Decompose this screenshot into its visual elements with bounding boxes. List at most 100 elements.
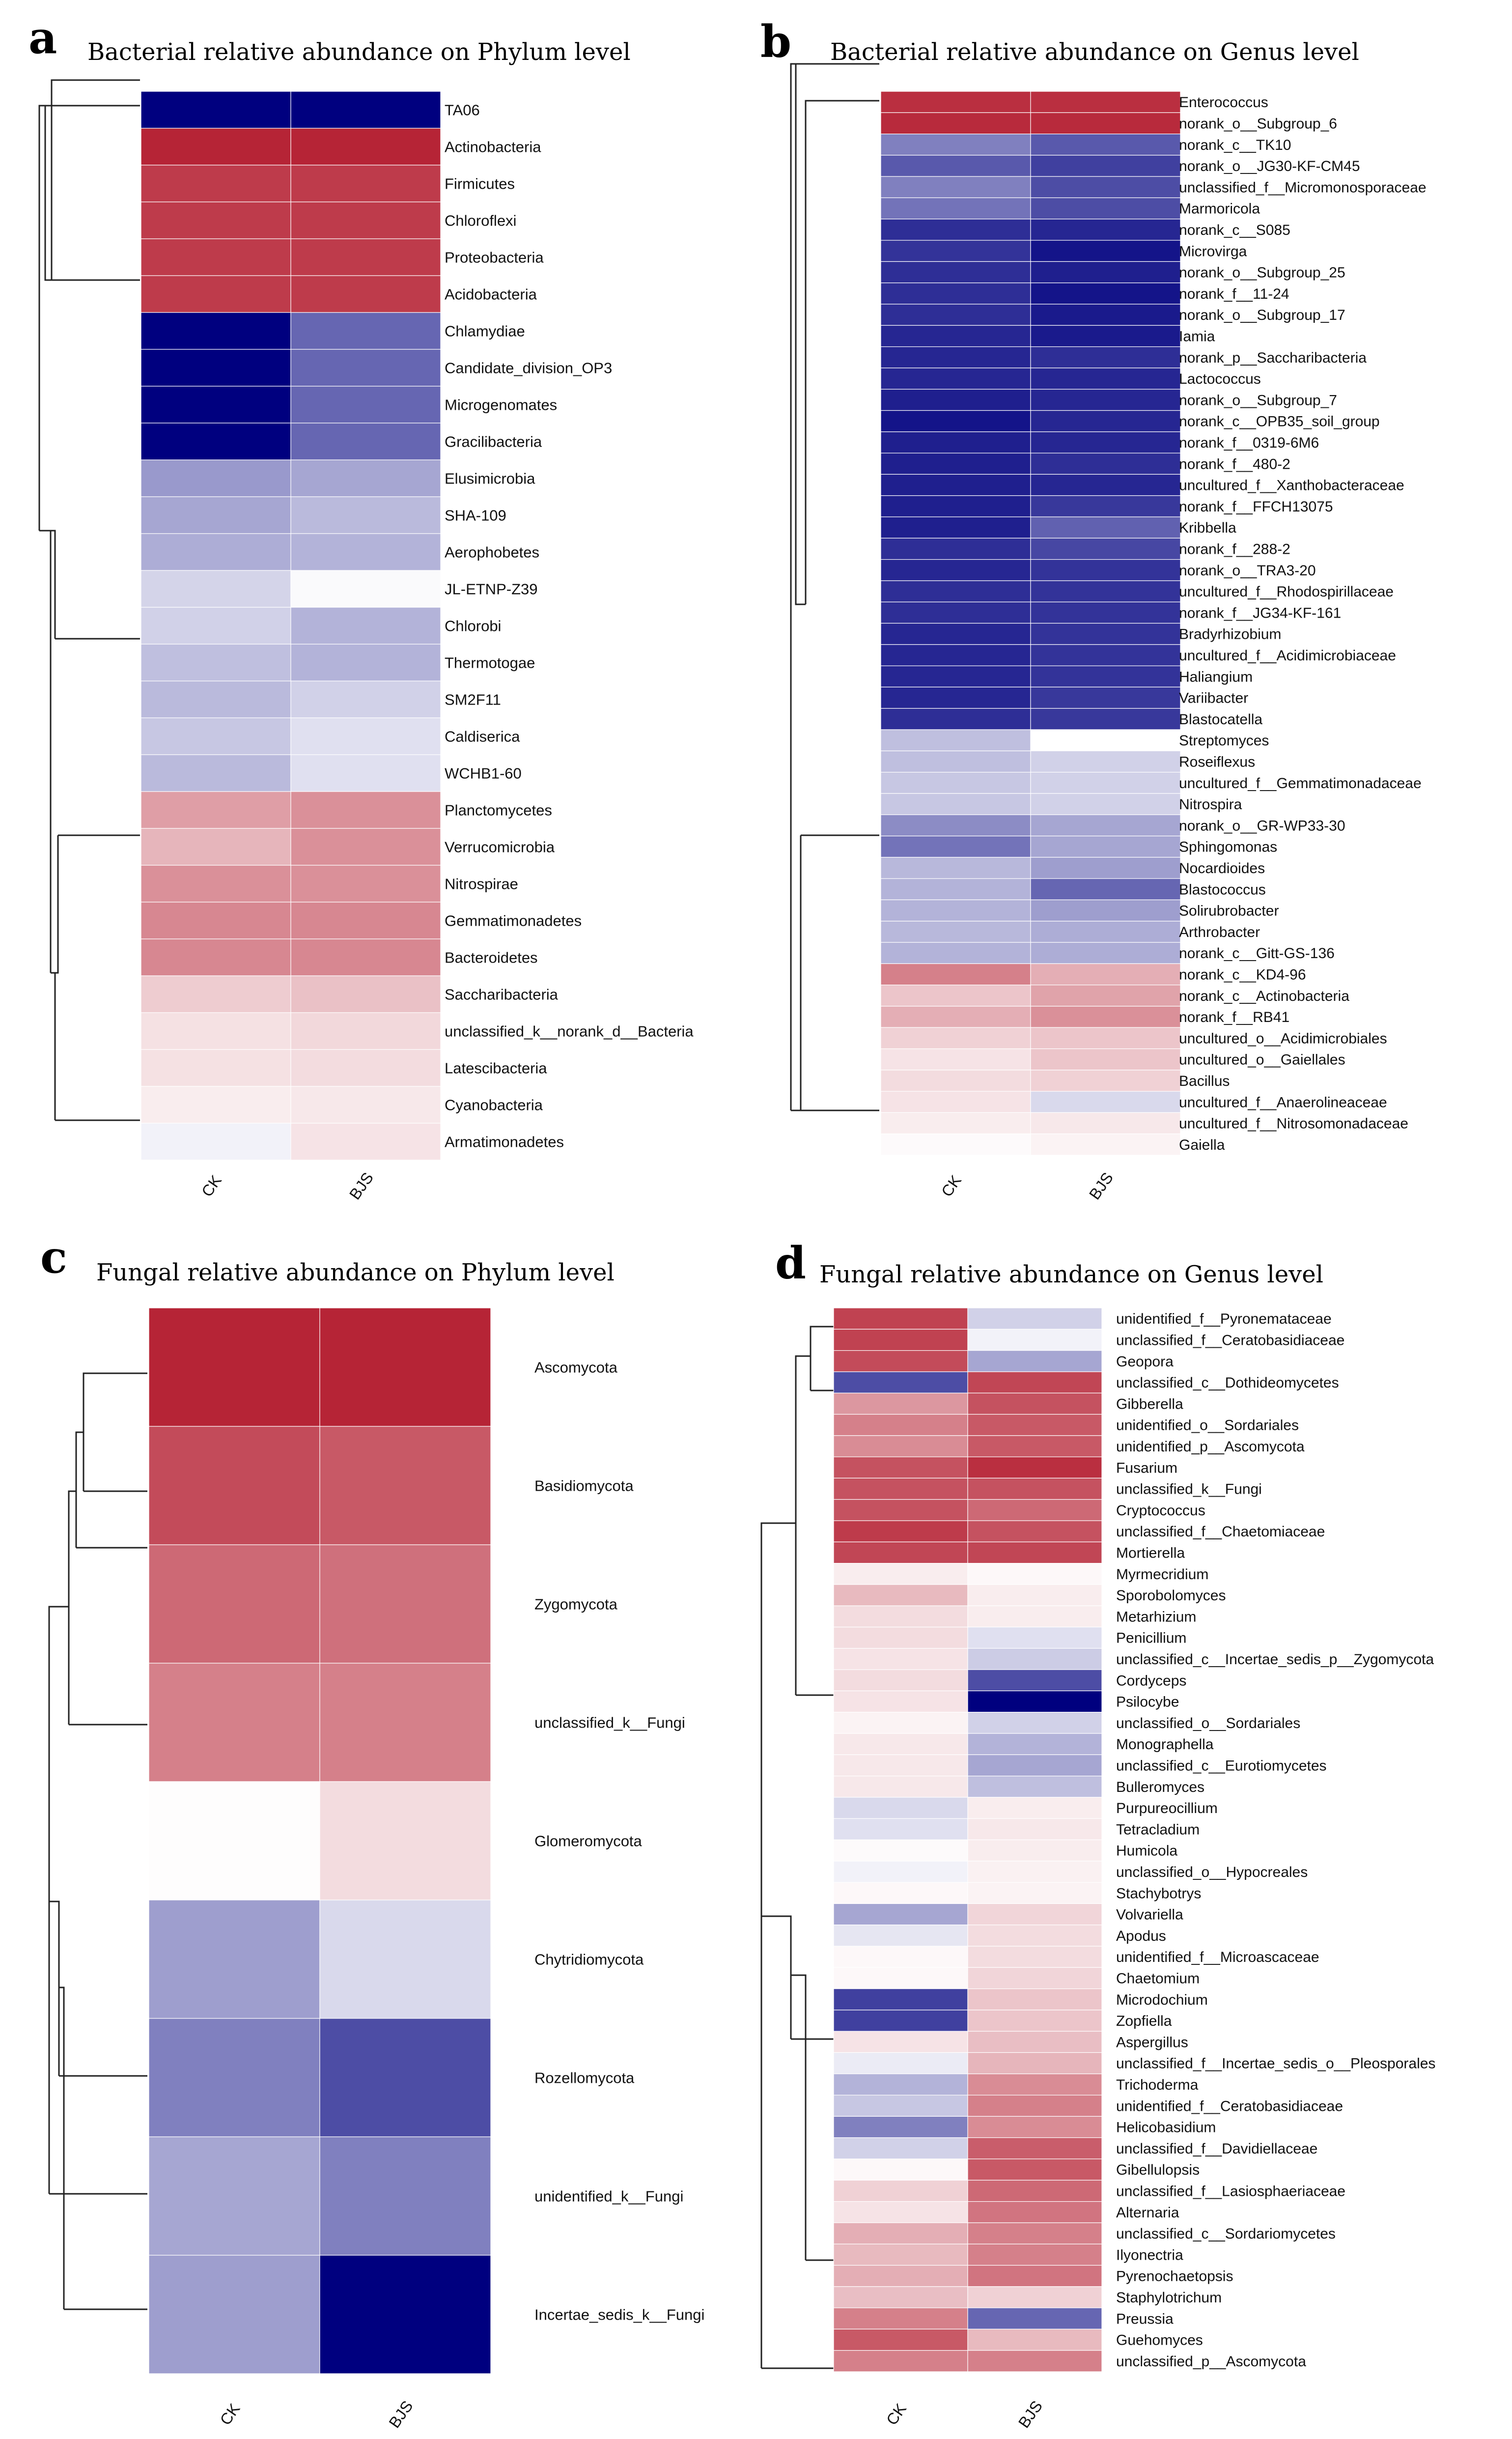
- heatmap-cell: [1030, 240, 1181, 262]
- heatmap-cell: [290, 312, 441, 350]
- heatmap-cell: [1030, 1006, 1181, 1028]
- row-label: norank_f__0319-6M6: [1179, 435, 1319, 451]
- heatmap-cell: [967, 1776, 1102, 1798]
- heatmap-cell: [1030, 176, 1181, 199]
- heatmap-cell: [140, 754, 291, 792]
- row-label: Sporobolomyces: [1116, 1588, 1226, 1604]
- row-label: unidentified_k__Fungi: [534, 2187, 683, 2205]
- row-label: Guehomyces: [1116, 2332, 1203, 2349]
- row-label: Psilocybe: [1116, 1694, 1179, 1710]
- row-label: norank_p__Saccharibacteria: [1179, 350, 1367, 366]
- heatmap-cell: [880, 771, 1031, 794]
- heatmap-cell: [1030, 410, 1181, 432]
- heatmap-cell: [880, 155, 1031, 177]
- row-label: Iamia: [1179, 328, 1215, 344]
- heatmap-cell: [833, 1839, 968, 1862]
- heatmap-cell: [880, 261, 1031, 284]
- heatmap-cell: [1030, 623, 1181, 645]
- row-label: Bulleromyces: [1116, 1779, 1204, 1795]
- heatmap-cell: [290, 902, 441, 939]
- heatmap-cell: [880, 814, 1031, 837]
- row-label: Microdochium: [1116, 1992, 1208, 2008]
- heatmap-cell: [140, 570, 291, 608]
- column-label: BJS: [346, 1169, 377, 1203]
- heatmap-cell: [1030, 219, 1181, 241]
- heatmap-cell: [140, 275, 291, 313]
- row-label: Marmoricola: [1179, 201, 1260, 217]
- heatmap-cell: [290, 938, 441, 976]
- heatmap-cell: [967, 1329, 1102, 1351]
- heatmap-cell: [833, 1371, 968, 1393]
- heatmap-cell: [833, 1499, 968, 1521]
- heatmap-cell: [290, 681, 441, 718]
- row-label: Geopora: [1116, 1354, 1174, 1370]
- row-label: unidentified_p__Ascomycota: [1116, 1439, 1305, 1455]
- heatmap-cell: [1030, 495, 1181, 517]
- row-label: unidentified_f__Microascaceae: [1116, 1949, 1319, 1965]
- heatmap-cell: [140, 975, 291, 1013]
- heatmap-cell: [967, 1605, 1102, 1628]
- heatmap-cell: [967, 1797, 1102, 1819]
- heatmap-cell: [967, 1882, 1102, 1904]
- heatmap-cell: [290, 91, 441, 129]
- row-label: Chytridiomycota: [534, 1951, 644, 1968]
- heatmap-cell: [967, 1435, 1102, 1457]
- heatmap-cell: [880, 197, 1031, 220]
- row-label: norank_o__Subgroup_25: [1179, 265, 1345, 281]
- heatmap-cell: [880, 686, 1031, 709]
- row-label: uncultured_f__Nitrosomonadaceae: [1179, 1116, 1408, 1132]
- heatmap-cell: [290, 386, 441, 424]
- heatmap-cell: [1030, 580, 1181, 602]
- heatmap-cell: [833, 1414, 968, 1436]
- row-label: Metarhizium: [1116, 1609, 1196, 1625]
- row-label: unclassified_f__Micromonosporaceae: [1179, 179, 1427, 196]
- heatmap-cell: [880, 389, 1031, 411]
- heatmap-cell: [833, 1329, 968, 1351]
- heatmap-cell: [967, 2180, 1102, 2202]
- heatmap-cell: [290, 349, 441, 387]
- dendrogram: [38, 79, 140, 1121]
- heatmap-cell: [319, 2136, 491, 2256]
- row-label: Zygomycota: [534, 1595, 618, 1613]
- heatmap-cell: [880, 240, 1031, 262]
- row-label: unidentified_f__Pyronemataceae: [1116, 1311, 1332, 1327]
- heatmap-cell: [290, 423, 441, 460]
- row-label: uncultured_f__Acidimicrobiaceae: [1179, 648, 1396, 664]
- heatmap-cell: [1030, 346, 1181, 369]
- column-label: BJS: [1015, 2397, 1046, 2431]
- row-label: Blastocatella: [1179, 711, 1262, 728]
- heatmap-cell: [140, 201, 291, 239]
- heatmap-cell: [1030, 686, 1181, 709]
- row-label: Penicillium: [1116, 1630, 1186, 1646]
- column-label: BJS: [1086, 1169, 1117, 1203]
- row-label: uncultured_f__Rhodospirillaceae: [1179, 584, 1394, 600]
- heatmap-cell: [833, 1392, 968, 1415]
- heatmap-cell: [1030, 601, 1181, 624]
- heatmap-cell: [833, 1733, 968, 1755]
- heatmap-cell: [967, 1818, 1102, 1841]
- heatmap-cell: [967, 2137, 1102, 2159]
- heatmap-cell: [290, 607, 441, 645]
- heatmap-cell: [833, 1882, 968, 1904]
- row-label: Solirubrobacter: [1179, 903, 1279, 919]
- heatmap-cell: [967, 1690, 1102, 1713]
- heatmap-cell: [967, 1648, 1102, 1670]
- heatmap-cell: [967, 2286, 1102, 2308]
- row-label: Lactococcus: [1179, 371, 1261, 387]
- row-label: Preussia: [1116, 2311, 1174, 2327]
- heatmap-cell: [1030, 431, 1181, 454]
- heatmap-cell: [1030, 474, 1181, 496]
- heatmap-cell: [1030, 516, 1181, 539]
- heatmap-cell: [833, 2222, 968, 2244]
- row-label: uncultured_f__Anaerolineaceae: [1179, 1094, 1387, 1110]
- heatmap-cell: [833, 2031, 968, 2053]
- panel-title: Fungal relative abundance on Genus level: [819, 1261, 1323, 1288]
- heatmap-cell: [880, 1091, 1031, 1113]
- row-label: Roseiflexus: [1179, 754, 1255, 770]
- row-label: norank_c__TK10: [1179, 137, 1291, 153]
- heatmap-cell: [140, 865, 291, 903]
- heatmap-cell: [1030, 155, 1181, 177]
- heatmap-cell: [833, 1797, 968, 1819]
- heatmap-cell: [1030, 1027, 1181, 1049]
- row-label: Incertae_sedis_k__Fungi: [534, 2306, 704, 2323]
